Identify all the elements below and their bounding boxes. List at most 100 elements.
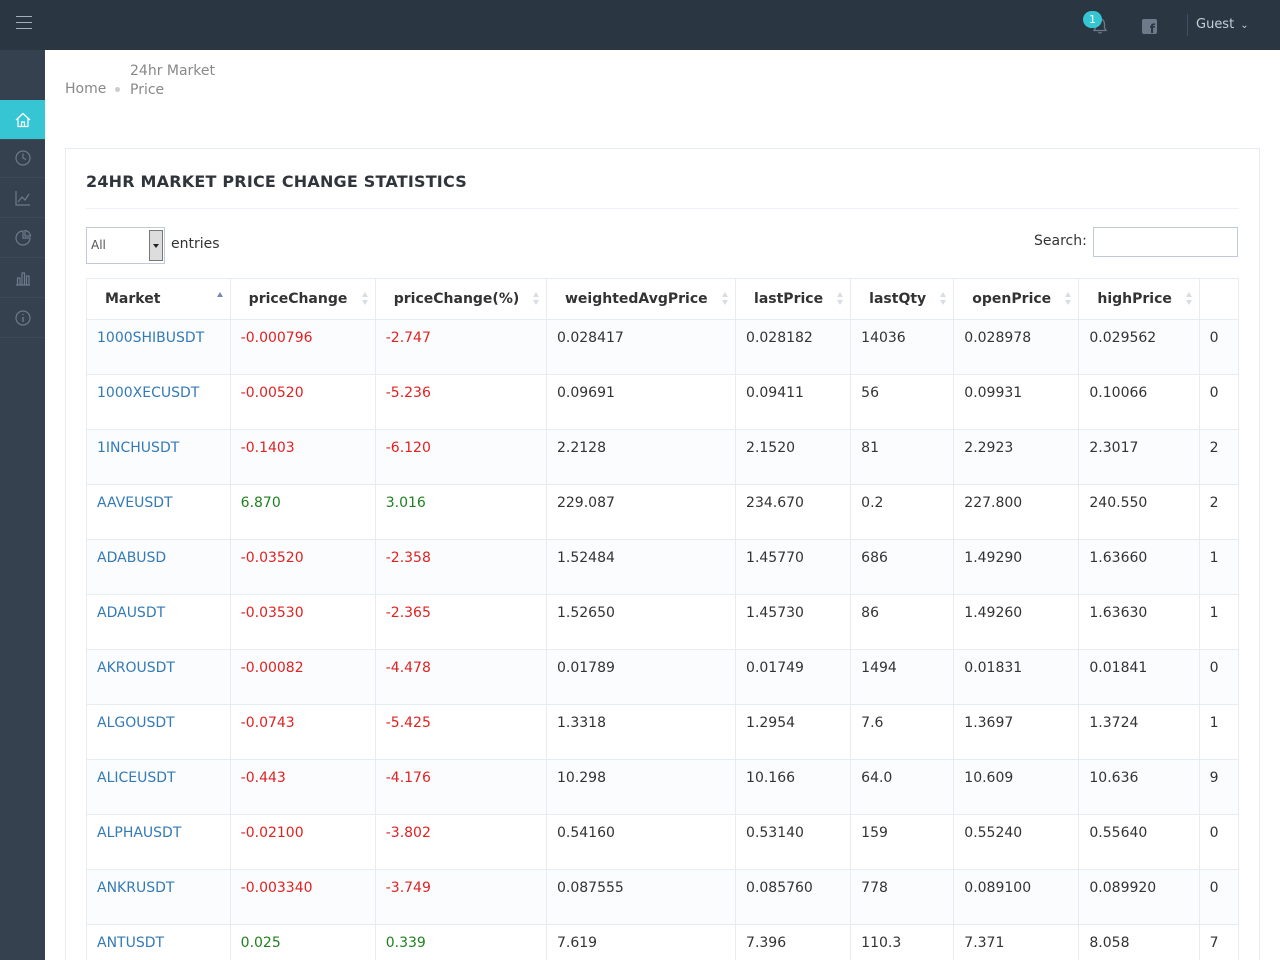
cell-market[interactable]: AKROUSDT [87, 649, 231, 705]
column-header-market[interactable]: Market [87, 279, 231, 320]
select-arrow-icon[interactable] [149, 230, 163, 261]
cell-highprice: 2.3017 [1078, 429, 1200, 485]
navbar-divider [1187, 14, 1188, 36]
column-header-pricechange-pct[interactable]: priceChange(%) [375, 279, 547, 320]
cell-openprice: 0.01831 [953, 649, 1080, 705]
facebook-icon[interactable] [1142, 19, 1157, 36]
cell-market[interactable]: AAVEUSDT [87, 484, 231, 540]
table-body: 1000SHIBUSDT -0.000796 -2.747 0.028417 0.028… [87, 319, 1239, 960]
cell-openprice: 227.800 [953, 484, 1080, 540]
entries-length-select[interactable]: All [86, 227, 165, 264]
cell-weightedavgprice: 229.087 [546, 484, 737, 540]
cell-lastqty: 1494 [850, 649, 955, 705]
page-title: 24HR MARKET PRICE CHANGE STATISTICS [86, 172, 467, 191]
cell-weightedavgprice: 1.52650 [546, 594, 737, 650]
cell-highprice: 0.55640 [1078, 814, 1200, 870]
cell-market[interactable]: ALPHAUSDT [87, 814, 231, 870]
cell-lastqty: 14036 [850, 319, 955, 375]
sort-icon [361, 292, 369, 306]
cell-pricechange-pct: 0.339 [375, 924, 547, 960]
home-icon [15, 112, 30, 127]
search-input[interactable] [1093, 227, 1238, 257]
cell-lastqty: 81 [850, 429, 955, 485]
cell-pricechange-pct: -4.478 [375, 649, 547, 705]
table-row: ALGOUSDT -0.0743 -5.425 1.3318 1.2954 7.6 1.36… [87, 704, 1239, 760]
table-row: AKROUSDT -0.00082 -4.478 0.01789 0.01749 1494… [87, 649, 1239, 705]
sidebar-item-charts[interactable] [0, 178, 45, 218]
breadcrumb-home-link[interactable]: Home [65, 81, 107, 97]
column-header-weightedavgprice[interactable]: weightedAvgPrice [546, 279, 737, 320]
cell-lastprice: 0.028182 [735, 319, 852, 375]
sidebar-item-info[interactable] [0, 298, 45, 338]
cell-pricechange-pct: -2.358 [375, 539, 547, 595]
cell-openprice: 1.49290 [953, 539, 1080, 595]
cell-pricechange-pct: -3.749 [375, 869, 547, 925]
cell-pricechange-pct: -5.236 [375, 374, 547, 430]
column-header-openprice[interactable]: openPrice [953, 279, 1080, 320]
cell-lastprice: 234.670 [735, 484, 852, 540]
cell-market[interactable]: ADABUSD [87, 539, 231, 595]
table-row: ALPHAUSDT -0.02100 -3.802 0.54160 0.53140 159… [87, 814, 1239, 870]
cell-pricechange: -0.1403 [230, 429, 376, 485]
notification-badge[interactable]: 1 [1083, 11, 1102, 28]
cell-truncated: 0 [1199, 869, 1239, 925]
sort-icon [532, 292, 540, 306]
cell-lastprice: 0.085760 [735, 869, 852, 925]
chevron-down-icon: ⌄ [1240, 20, 1249, 31]
bar-chart-icon [15, 271, 30, 286]
cell-market[interactable]: 1000XECUSDT [87, 374, 231, 430]
breadcrumb-separator [115, 87, 120, 92]
cell-weightedavgprice: 0.01789 [546, 649, 737, 705]
cell-lastqty: 778 [850, 869, 955, 925]
cell-highprice: 1.3724 [1078, 704, 1200, 760]
table-row: AAVEUSDT 6.870 3.016 229.087 234.670 0.2 227.8… [87, 484, 1239, 540]
cell-weightedavgprice: 0.028417 [546, 319, 737, 375]
cell-lastprice: 0.09411 [735, 374, 852, 430]
menu-toggle-icon[interactable] [16, 16, 32, 30]
sidebar-item-stats[interactable] [0, 218, 45, 258]
market-table: Market priceChange priceChange(%) weight… [87, 279, 1239, 960]
market-table-container: Market priceChange priceChange(%) weight… [86, 278, 1239, 960]
column-header-pricechange[interactable]: priceChange [230, 279, 376, 320]
cell-highprice: 0.029562 [1078, 319, 1200, 375]
column-header-lastqty[interactable]: lastQty [850, 279, 955, 320]
cell-market[interactable]: ALGOUSDT [87, 704, 231, 760]
table-row: 1000XECUSDT -0.00520 -5.236 0.09691 0.09411 5… [87, 374, 1239, 430]
cell-market[interactable]: 1INCHUSDT [87, 429, 231, 485]
cell-lastprice: 0.01749 [735, 649, 852, 705]
cell-weightedavgprice: 0.087555 [546, 869, 737, 925]
info-icon [14, 309, 31, 326]
clock-icon [14, 149, 31, 166]
cell-highprice: 8.058 [1078, 924, 1200, 960]
column-header-lastprice[interactable]: lastPrice [735, 279, 852, 320]
cell-truncated: 2 [1199, 484, 1239, 540]
cell-highprice: 0.089920 [1078, 869, 1200, 925]
cell-openprice: 0.09931 [953, 374, 1080, 430]
column-header-highprice[interactable]: highPrice [1078, 279, 1200, 320]
cell-market[interactable]: 1000SHIBUSDT [87, 319, 231, 375]
cell-pricechange: -0.02100 [230, 814, 376, 870]
sort-icon [837, 292, 844, 306]
cell-market[interactable]: ANTUSDT [87, 924, 231, 960]
cell-market[interactable]: ALICEUSDT [87, 759, 231, 815]
cell-pricechange: -0.000796 [230, 319, 376, 375]
cell-truncated: 1 [1199, 594, 1239, 650]
cell-lastqty: 86 [850, 594, 955, 650]
cell-market[interactable]: ANKRUSDT [87, 869, 231, 925]
cell-truncated: 1 [1199, 539, 1239, 595]
user-menu[interactable]: Guest ⌄ [1196, 17, 1249, 32]
cell-pricechange: -0.0743 [230, 704, 376, 760]
sidebar-item-volume[interactable] [0, 258, 45, 298]
sort-icon [940, 292, 947, 306]
sidebar-item-home[interactable] [0, 100, 45, 140]
user-label: Guest [1196, 17, 1235, 32]
cell-pricechange: -0.00520 [230, 374, 376, 430]
cell-openprice: 7.371 [953, 924, 1080, 960]
column-header-truncated[interactable] [1199, 279, 1239, 320]
cell-truncated: 0 [1199, 814, 1239, 870]
cell-lastprice: 1.45730 [735, 594, 852, 650]
cell-openprice: 0.028978 [953, 319, 1080, 375]
cell-openprice: 0.089100 [953, 869, 1080, 925]
sidebar-item-history[interactable] [0, 138, 45, 178]
cell-market[interactable]: ADAUSDT [87, 594, 231, 650]
